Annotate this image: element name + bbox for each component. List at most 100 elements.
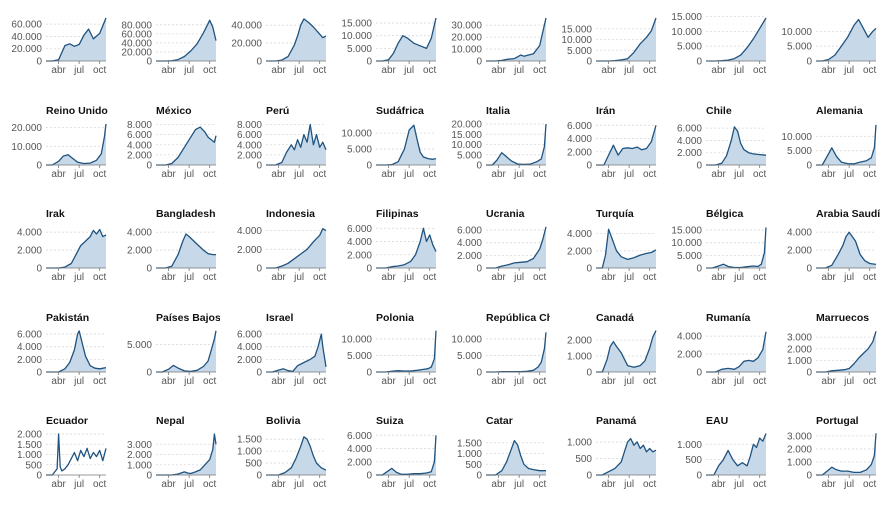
y-tick-label: 0 — [696, 264, 702, 275]
series-area — [816, 330, 876, 372]
x-tick-label: jul — [733, 479, 744, 490]
series-area — [156, 330, 216, 372]
x-tick-label: abr — [821, 479, 836, 490]
y-tick-label: 0 — [146, 471, 152, 482]
y-tick-label: 1.000 — [677, 440, 702, 451]
x-tick-label: oct — [643, 169, 657, 180]
y-tick-label: 6.000 — [17, 329, 42, 340]
series-line — [46, 329, 107, 373]
x-tick-label: oct — [313, 272, 327, 283]
y-tick-label: 4.000 — [787, 228, 812, 239]
x-tick-label: abr — [271, 272, 286, 283]
y-tick-label: 0 — [696, 160, 702, 171]
y-tick-label: 5.000 — [677, 251, 702, 262]
x-tick-label: oct — [313, 376, 327, 387]
x-tick-label: abr — [491, 272, 506, 283]
x-tick-label: abr — [601, 479, 616, 490]
y-tick-label: 2.000 — [17, 354, 42, 365]
x-tick-label: abr — [51, 376, 66, 387]
chart-panel: Países Bajos 0 5.000 abr jul oct — [127, 312, 220, 387]
y-tick-label: 5.000 — [347, 144, 372, 155]
series-area — [816, 433, 876, 475]
y-tick-label: 20.000 — [121, 47, 152, 58]
y-tick-label: 4.000 — [567, 134, 592, 145]
chart-title: Italia — [486, 105, 510, 117]
y-tick-label: 10.000 — [341, 31, 372, 42]
x-tick-label: abr — [381, 65, 396, 76]
y-tick-label: 500 — [465, 460, 482, 471]
y-tick-label: 1.000 — [17, 450, 42, 461]
y-tick-label: 0 — [476, 367, 482, 378]
series-line — [266, 436, 327, 476]
y-tick-label: 2.000 — [677, 148, 702, 159]
chart-title: Países Bajos — [156, 312, 220, 324]
y-tick-label: 1.500 — [457, 438, 482, 449]
x-tick-label: oct — [93, 376, 107, 387]
x-tick-label: oct — [203, 479, 217, 490]
series-line — [46, 433, 107, 476]
chart-title: Bolivia — [266, 415, 301, 427]
x-tick-label: oct — [203, 272, 217, 283]
x-tick-label: jul — [293, 272, 304, 283]
series-line — [156, 233, 216, 269]
chart-panel: Filipinas 0 2.000 4.000 6.000 abr jul oct — [347, 208, 437, 283]
x-tick-label: jul — [293, 376, 304, 387]
series-area — [706, 18, 766, 61]
x-tick-label: abr — [711, 479, 726, 490]
series-line — [706, 331, 767, 373]
y-tick-label: 2.000 — [787, 344, 812, 355]
x-tick-label: jul — [73, 272, 84, 283]
x-tick-label: jul — [843, 169, 854, 180]
chart-title: Perú — [266, 105, 289, 117]
chart-panel: Rumanía 0 2.000 4.000 abr jul oct — [677, 312, 767, 387]
x-tick-label: abr — [51, 272, 66, 283]
x-tick-label: jul — [403, 479, 414, 490]
y-tick-label: 3.000 — [787, 431, 812, 442]
chart-title: Ucrania — [486, 208, 525, 220]
series-area — [46, 18, 106, 61]
y-tick-label: 2.000 — [787, 246, 812, 257]
series-line — [266, 123, 327, 166]
x-tick-label: abr — [271, 65, 286, 76]
y-tick-label: 1.000 — [567, 437, 592, 448]
y-tick-label: 2.000 — [127, 450, 152, 461]
x-tick-label: oct — [643, 479, 657, 490]
x-tick-label: jul — [513, 376, 524, 387]
y-tick-label: 4.000 — [237, 342, 262, 353]
y-tick-label: 0 — [476, 471, 482, 482]
y-tick-label: 0 — [366, 264, 372, 275]
y-tick-label: 5.000 — [457, 350, 482, 361]
x-tick-label: jul — [293, 479, 304, 490]
y-tick-label: 10.000 — [451, 45, 482, 56]
series-area — [376, 330, 436, 372]
x-tick-label: jul — [623, 479, 634, 490]
chart-panel: Irak 0 2.000 4.000 abr jul oct — [17, 208, 107, 283]
chart-title: Marruecos — [816, 312, 869, 324]
x-tick-label: oct — [533, 272, 547, 283]
y-tick-label: 10.000 — [341, 128, 372, 139]
series-line — [486, 331, 547, 373]
x-tick-label: jul — [403, 272, 414, 283]
series-line — [266, 332, 327, 373]
x-tick-label: jul — [183, 65, 194, 76]
y-tick-label: 2.000 — [17, 430, 42, 441]
series-area — [816, 232, 876, 268]
x-tick-label: jul — [513, 65, 524, 76]
y-tick-label: 0 — [36, 471, 42, 482]
x-tick-label: jul — [73, 65, 84, 76]
chart-title: Canadá — [596, 312, 634, 324]
series-line — [376, 435, 437, 476]
series-line — [816, 330, 877, 373]
y-tick-label: 0 — [146, 264, 152, 275]
x-tick-label: abr — [601, 169, 616, 180]
series-line — [706, 125, 767, 166]
y-tick-label: 40.000 — [11, 32, 42, 43]
x-tick-label: abr — [821, 65, 836, 76]
x-tick-label: oct — [313, 169, 327, 180]
y-tick-label: 4.000 — [567, 229, 592, 240]
x-tick-label: oct — [753, 272, 767, 283]
x-tick-label: abr — [711, 169, 726, 180]
